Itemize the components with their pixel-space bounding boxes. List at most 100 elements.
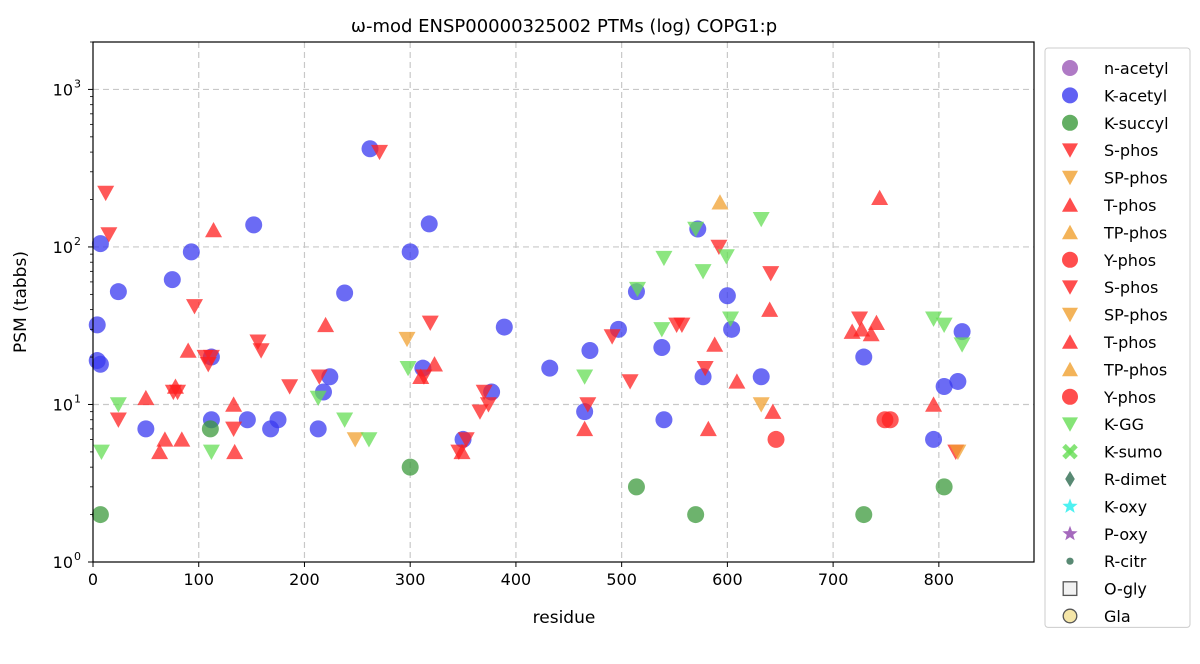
legend-label: P-oxy (1104, 525, 1148, 544)
point-k-acetyl (752, 368, 770, 386)
point-k-gg (360, 432, 378, 448)
legend-marker-k-oxy (1062, 498, 1078, 513)
point-k-gg (629, 281, 647, 298)
legend-label: S-phos (1104, 141, 1158, 160)
point-k-gg (92, 444, 110, 460)
legend-label: O-gly (1104, 580, 1147, 599)
y-tick-label: 10 (53, 395, 73, 414)
point-k-succyl (855, 506, 873, 524)
legend-marker-n-acetyl (1062, 60, 1078, 76)
point-t-phos (576, 420, 594, 437)
legend-label: K-acetyl (1104, 86, 1167, 105)
legend-label: TP-phos (1103, 360, 1167, 379)
point-k-acetyl (182, 243, 200, 261)
point-s-phos (281, 379, 299, 395)
point-k-gg (722, 311, 740, 327)
point-k-succyl (91, 506, 109, 524)
point-t-phos (317, 316, 335, 333)
point-sp-phos (949, 444, 967, 460)
point-k-gg (309, 390, 327, 407)
legend-label: R-dimet (1104, 470, 1167, 489)
point-k-gg (576, 369, 594, 385)
point-k-acetyl (401, 243, 419, 261)
y-tick-exponent: 2 (74, 235, 81, 248)
point-t-phos (761, 301, 779, 317)
legend-label: TP-phos (1103, 223, 1167, 242)
legend-marker-k-gg (1062, 417, 1078, 432)
point-s-phos (249, 334, 267, 350)
legend-label: SP-phos (1104, 169, 1168, 188)
data-points (88, 140, 971, 524)
point-t-phos (853, 321, 871, 337)
point-k-acetyl (723, 320, 741, 338)
point-k-acetyl (238, 411, 256, 429)
point-k-gg (202, 444, 220, 460)
point-k-acetyl (855, 348, 873, 366)
point-k-succyl (401, 458, 419, 476)
grid (93, 42, 1034, 562)
point-k-acetyl (581, 342, 599, 360)
point-k-acetyl (163, 271, 181, 289)
point-s-phos (762, 266, 780, 282)
point-t-phos (699, 420, 717, 437)
y-tick-label: 10 (53, 80, 73, 99)
point-t-phos (728, 373, 746, 389)
point-s-phos (475, 384, 493, 401)
point-k-gg (109, 397, 127, 413)
point-s-phos (421, 315, 439, 331)
legend-marker-k-sumo (1062, 443, 1078, 460)
point-t-phos (166, 378, 184, 394)
point-k-acetyl (137, 420, 155, 438)
point-k-gg (694, 264, 712, 280)
y-axis-label: PSM (tabbs) (11, 251, 31, 353)
x-tick-label: 100 (183, 570, 214, 589)
point-t-phos (173, 431, 191, 447)
legend-marker-k-acetyl (1062, 87, 1078, 104)
point-k-gg (935, 317, 953, 333)
point-s-phos (202, 349, 220, 366)
legend-marker-gla (1062, 608, 1078, 624)
legend-label: T-phos (1103, 333, 1157, 352)
point-k-acetyl (935, 378, 953, 396)
point-k-acetyl (718, 287, 736, 305)
point-t-phos (426, 356, 444, 372)
point-s-phos (851, 311, 869, 327)
legend-marker-k-succyl (1062, 114, 1078, 131)
x-axis-label: residue (533, 608, 596, 628)
legend-marker-t-phos (1062, 197, 1078, 212)
point-sp-phos (346, 432, 364, 448)
point-k-succyl (627, 478, 645, 496)
legend-marker-y-phos (1062, 251, 1078, 268)
point-t-phos (925, 396, 943, 412)
point-t-phos (156, 431, 174, 447)
point-k-acetyl (91, 235, 109, 253)
point-t-phos (706, 336, 724, 352)
legend-marker-o-gly (1062, 581, 1078, 597)
point-k-succyl (201, 420, 219, 438)
legend-marker-sp-phos (1062, 307, 1078, 323)
point-s-phos (471, 404, 489, 420)
point-t-phos (862, 325, 880, 342)
point-k-gg (655, 250, 673, 267)
legend-marker-sp-phos (1062, 170, 1078, 186)
point-s-phos (710, 239, 728, 256)
point-t-phos (871, 189, 889, 206)
point-t-phos (137, 389, 155, 406)
chart-title: ω-mod ENSP00000325002 PTMs (log) COPG1:p (351, 16, 777, 37)
legend-label: K-GG (1104, 415, 1144, 434)
point-s-phos (371, 144, 389, 161)
legend-label: S-phos (1104, 278, 1158, 297)
point-k-gg (925, 311, 943, 327)
point-k-acetyl (361, 140, 379, 158)
legend-marker-r-citr (1066, 557, 1074, 565)
x-tick-label: 300 (395, 570, 426, 589)
legend: n-acetyl K-acetyl K-succyl S-phos SP-phos T-p… (1044, 47, 1191, 628)
legend-marker-t-phos (1062, 334, 1078, 349)
point-s-phos (479, 397, 497, 413)
point-k-gg (953, 337, 971, 353)
point-t-phos (226, 443, 244, 460)
point-y-phos (881, 411, 899, 429)
point-tp-phos (711, 194, 729, 210)
point-t-phos (453, 443, 471, 460)
